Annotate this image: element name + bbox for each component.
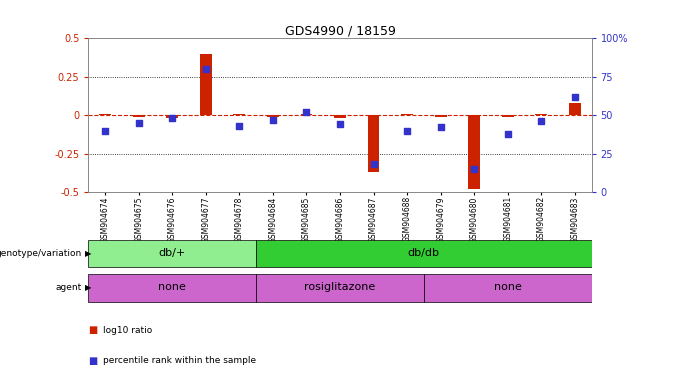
Point: [402, 127, 413, 134]
Bar: [502, 115, 513, 117]
Text: percentile rank within the sample: percentile rank within the sample: [103, 356, 256, 366]
Text: agent: agent: [55, 283, 82, 293]
Point: [234, 123, 245, 129]
Bar: [435, 115, 447, 117]
Point: [503, 131, 513, 137]
Point: [368, 161, 379, 167]
Point: [133, 120, 144, 126]
Point: [536, 118, 547, 124]
Text: ■: ■: [88, 325, 98, 335]
Bar: [401, 114, 413, 115]
Bar: [368, 115, 379, 172]
Title: GDS4990 / 18159: GDS4990 / 18159: [284, 24, 396, 37]
Text: db/+: db/+: [158, 248, 186, 258]
Text: none: none: [494, 282, 522, 292]
Point: [301, 109, 312, 115]
Bar: [233, 114, 245, 115]
Point: [201, 66, 211, 72]
Bar: [535, 114, 547, 115]
Bar: [88, 274, 256, 302]
Text: genotype/variation: genotype/variation: [0, 249, 82, 258]
Bar: [569, 103, 581, 115]
Text: none: none: [158, 282, 186, 292]
Bar: [167, 115, 178, 118]
Bar: [88, 240, 256, 267]
Bar: [99, 114, 111, 115]
Bar: [256, 240, 592, 267]
Bar: [301, 114, 312, 115]
Text: log10 ratio: log10 ratio: [103, 326, 152, 335]
Text: rosiglitazone: rosiglitazone: [305, 282, 375, 292]
Point: [469, 166, 479, 172]
Bar: [334, 115, 346, 118]
Bar: [133, 115, 145, 117]
Bar: [267, 115, 279, 117]
Text: ■: ■: [88, 356, 98, 366]
Bar: [424, 274, 592, 302]
Point: [267, 117, 278, 123]
Point: [435, 124, 446, 131]
Bar: [256, 274, 424, 302]
Point: [167, 115, 177, 121]
Bar: [200, 54, 211, 115]
Point: [335, 121, 345, 127]
Text: ▶: ▶: [85, 283, 92, 293]
Point: [100, 127, 111, 134]
Bar: [469, 115, 480, 189]
Point: [569, 94, 580, 100]
Text: ▶: ▶: [85, 249, 92, 258]
Text: db/db: db/db: [408, 248, 440, 258]
